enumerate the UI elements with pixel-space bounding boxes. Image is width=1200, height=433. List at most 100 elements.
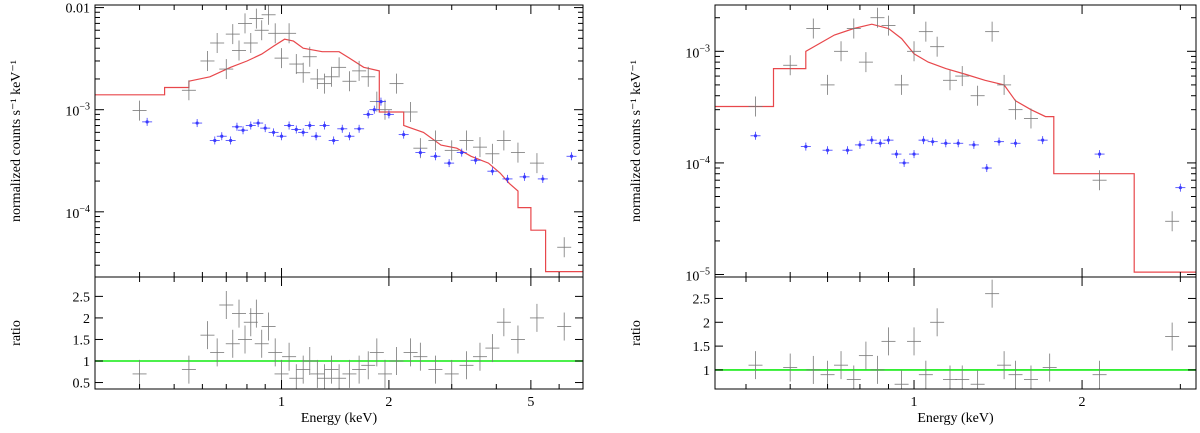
series-blue-point [537,174,548,183]
ratio-point [459,351,474,380]
series-blue-point [284,121,295,130]
series-blue-point [750,131,761,140]
ratio-point [485,334,500,363]
marker [569,154,574,158]
marker [878,141,882,145]
marker [804,145,808,149]
ratio-point [834,351,849,380]
ratio-point [1165,322,1180,351]
series-black-point [907,41,922,62]
ratio-point [1092,360,1107,389]
chart-left: 10−4 10−3 0.01 normalized counts s⁻¹ keV⁻¹ 0… [9,2,584,426]
series-blue-point [444,159,455,168]
series-black-point [1008,99,1023,120]
series-black-point [181,80,196,101]
y-tick-label: 1 [703,364,710,379]
y-tick-label: 0.01 [66,2,91,17]
marker [972,143,976,147]
series-blue-point [470,156,481,165]
series-blue-point [363,110,374,119]
series-black-point [268,23,283,44]
series-blue-point [398,130,409,139]
series-blue-point [328,136,339,145]
x-ticks: 1 2 5 [94,5,584,410]
y-tick-label: 1.5 [73,333,91,348]
ratio-point [132,359,147,388]
ratio-point [529,303,544,332]
series-black [748,7,1180,232]
series-blue-point [1094,150,1105,159]
series-blue-point [375,97,386,106]
marker [931,140,935,144]
ratio-point [403,338,418,367]
marker [912,152,916,156]
series-blue-point [430,152,441,161]
marker [347,134,352,138]
series-black-point [943,70,958,91]
series-blue-point [456,148,467,157]
series-blue-point [216,132,227,141]
marker [263,126,267,130]
ratio-point [997,351,1012,380]
ratio-point [858,341,873,370]
top-y-axis-label: normalized counts s⁻¹ keV⁻¹ [629,60,644,222]
ratio-point [748,351,763,380]
series-blue-point [953,139,964,148]
series-blue-point [566,152,577,161]
bottom-y-ticks: 0.5 1 1.5 2 2.5 [73,290,583,392]
series-blue [142,97,577,183]
series-blue-point [866,136,877,145]
series-blue-point [519,172,530,181]
marker [433,154,438,158]
ratio-points [132,291,572,389]
ratio-point [389,347,404,375]
ratio-point [310,359,325,388]
series-black-point [428,130,443,151]
ratio-point [296,355,311,384]
series-black-point [820,74,835,95]
marker [332,138,336,143]
ratio-point [225,329,240,358]
series-blue-point [1010,139,1021,148]
marker [985,166,989,170]
series-black-point [783,55,798,76]
series-black-point [1092,170,1107,191]
marker [418,151,422,155]
ratio-point [846,365,861,389]
series-black-point [219,59,234,80]
marker [294,127,298,132]
ratio-point [200,321,215,350]
marker [235,125,239,129]
series-black-point [361,66,376,87]
series-black-point [557,237,572,258]
ratio-point [352,355,367,384]
series-black-point [1165,211,1180,232]
marker [195,121,199,125]
series-blue-point [142,117,153,126]
marker [372,108,376,112]
series-blue-point [209,136,220,145]
top-y-ticks: 10−4 10−3 0.01 [65,2,583,266]
marker [241,128,245,132]
series-blue-point [1175,183,1186,192]
marker [505,177,510,181]
marker [447,161,451,165]
series-blue-point [354,124,365,133]
marker [308,123,312,128]
series-black-point [243,32,258,53]
marker [1013,141,1018,145]
series-blue-point [337,124,348,133]
marker [460,151,464,155]
series-blue-point [875,139,886,148]
series-black-point [389,73,404,94]
ratio-point [1008,360,1023,389]
series-blue-point [298,128,309,137]
ratio-point [1042,353,1057,382]
series-black-point [529,153,544,174]
series-black-point [403,101,418,122]
series-black-point [352,60,367,81]
x-tick-label: 5 [527,395,534,410]
marker [387,112,391,116]
series-black [132,4,572,258]
